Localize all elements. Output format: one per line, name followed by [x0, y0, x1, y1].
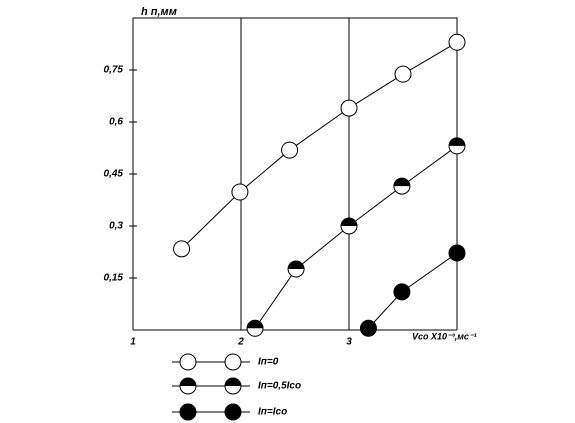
legend-label: Iп=0 [258, 357, 279, 368]
plot-frame [132, 17, 458, 330]
x-tick-label: 3 [346, 337, 352, 348]
marker [393, 177, 411, 195]
marker-part [393, 283, 411, 301]
marker-part [179, 403, 197, 421]
y-tick-label: 0,3 [109, 221, 123, 232]
marker-part [224, 403, 242, 421]
marker [448, 244, 466, 262]
marker [224, 403, 242, 421]
marker [231, 183, 249, 201]
y-tick-label: 0,45 [104, 169, 124, 180]
marker-part [448, 244, 466, 262]
marker [393, 283, 411, 301]
marker [448, 137, 466, 155]
marker [287, 260, 305, 278]
y-tick-label: 0,75 [104, 65, 124, 76]
marker-part [225, 378, 241, 386]
marker [281, 141, 299, 159]
y-tick-label: 0,15 [104, 273, 124, 284]
x-tick-label: 2 [237, 337, 244, 348]
marker [224, 353, 242, 371]
marker [448, 33, 466, 51]
series-line [254, 145, 458, 329]
marker-part [359, 319, 377, 337]
marker-part [179, 353, 197, 371]
marker-part [393, 178, 410, 187]
marker-part [448, 33, 466, 51]
y-axis-label: h п,мм [141, 6, 177, 18]
marker-part [180, 378, 196, 386]
marker-part [288, 260, 305, 269]
marker [173, 240, 191, 258]
x-axis-label: Vсо X10⁻³,мс⁻¹ [412, 331, 477, 341]
marker [179, 377, 197, 395]
marker-part [173, 240, 191, 258]
marker-part [394, 65, 412, 83]
marker [224, 377, 242, 395]
legend-label: Iп=Iсо [258, 407, 287, 418]
marker-part [341, 218, 357, 226]
marker [340, 99, 358, 117]
series-line [368, 252, 458, 329]
marker-part [247, 320, 264, 329]
y-tick-label: 0,6 [109, 117, 123, 128]
marker-part [449, 137, 465, 146]
marker [179, 353, 197, 371]
marker-part [224, 353, 242, 371]
marker-part [340, 99, 358, 117]
marker-part [231, 183, 249, 201]
marker [246, 319, 264, 337]
marker [340, 217, 358, 235]
marker [359, 319, 377, 337]
legend-label: Iп=0,5Iсо [258, 381, 301, 392]
marker-part [281, 141, 299, 159]
series-line [181, 41, 458, 250]
x-tick-label: 1 [130, 337, 136, 348]
marker [394, 65, 412, 83]
marker [179, 403, 197, 421]
